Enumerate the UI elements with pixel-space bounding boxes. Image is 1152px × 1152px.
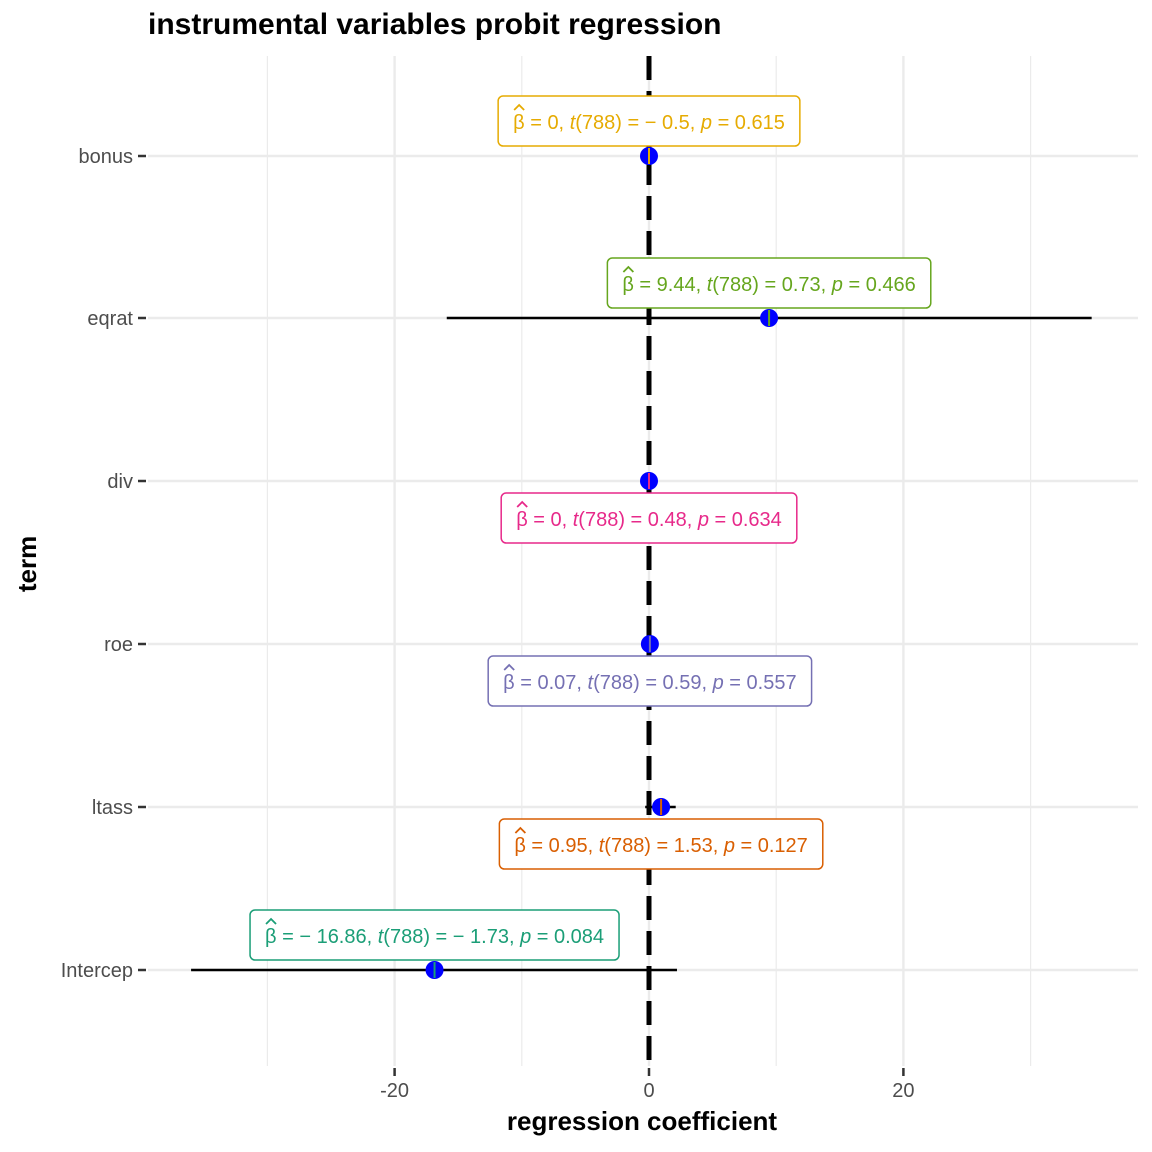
annotation-label-Intercep: β = − 16.86, t(788) = − 1.73, p = 0.084 bbox=[249, 909, 620, 961]
annotation-box bbox=[487, 655, 813, 707]
annotation-box bbox=[498, 818, 824, 870]
annotation-label-ltass: β = 0.95, t(788) = 1.53, p = 0.127 bbox=[498, 818, 824, 870]
y-tick-label: Intercep bbox=[61, 960, 133, 982]
annotation-box bbox=[606, 257, 932, 309]
beta-hat-mark bbox=[503, 663, 515, 671]
y-tick-label: ltass bbox=[92, 797, 133, 819]
annotation-text: β = − 16.86, t(788) = − 1.73, p = 0.084 bbox=[265, 926, 604, 948]
x-axis-title: regression coefficient bbox=[507, 1106, 778, 1136]
beta-hat-mark bbox=[622, 265, 635, 273]
annotation-text: β = 9.44, t(788) = 0.73, p = 0.466 bbox=[622, 274, 915, 296]
y-tick-label: eqrat bbox=[87, 308, 133, 330]
beta-hat-mark bbox=[514, 826, 527, 834]
beta-hat-mark bbox=[516, 500, 528, 508]
y-tick-label: roe bbox=[104, 634, 133, 656]
x-tick-label: 0 bbox=[643, 1080, 654, 1102]
y-tick-label: div bbox=[107, 471, 133, 493]
y-tick-label: bonus bbox=[79, 146, 134, 168]
annotation-text: β = 0.07, t(788) = 0.59, p = 0.557 bbox=[503, 672, 796, 694]
annotation-label-div: β = 0, t(788) = 0.48, p = 0.634 bbox=[500, 492, 798, 544]
annotation-text: β = 0, t(788) = 0.48, p = 0.634 bbox=[516, 509, 782, 531]
x-tick-label: -20 bbox=[380, 1080, 409, 1102]
annotation-box bbox=[249, 909, 620, 961]
annotation-label-eqrat: β = 9.44, t(788) = 0.73, p = 0.466 bbox=[606, 257, 932, 309]
annotation-box bbox=[497, 95, 801, 147]
annotation-label-roe: β = 0.07, t(788) = 0.59, p = 0.557 bbox=[487, 655, 813, 707]
annotation-text: β = 0, t(788) = − 0.5, p = 0.615 bbox=[513, 112, 785, 134]
annotation-label-bonus: β = 0, t(788) = − 0.5, p = 0.615 bbox=[497, 95, 801, 147]
chart-title: instrumental variables probit regression bbox=[148, 8, 722, 41]
beta-hat-mark bbox=[513, 103, 525, 111]
y-axis-title: term bbox=[12, 536, 42, 592]
annotation-box bbox=[500, 492, 798, 544]
beta-hat-mark bbox=[265, 917, 277, 925]
annotation-text: β = 0.95, t(788) = 1.53, p = 0.127 bbox=[514, 835, 807, 857]
x-tick-label: 20 bbox=[892, 1080, 914, 1102]
